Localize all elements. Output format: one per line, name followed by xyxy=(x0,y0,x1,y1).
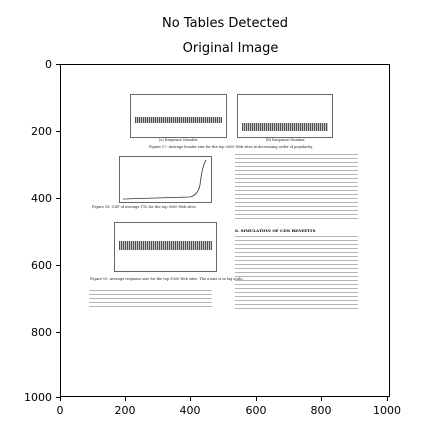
y-tick-label: 800 xyxy=(31,326,52,339)
figure-caption: Figure 19: Average response size for the… xyxy=(90,277,244,281)
x-tick-label: 200 xyxy=(114,404,136,417)
axis-caption: (a) Response Number xyxy=(159,138,198,142)
body-text-block xyxy=(89,290,212,310)
x-tick-mark xyxy=(60,397,61,401)
figure-caption: Figure 17: Average header size for the t… xyxy=(149,145,314,149)
y-tick-mark xyxy=(56,198,60,199)
y-tick-label: 1000 xyxy=(24,391,52,404)
figure-caption: Figure 18: CDF of average TTL for the to… xyxy=(92,205,197,209)
y-tick-mark xyxy=(56,64,60,65)
scatter-plot-thumbnail xyxy=(237,94,333,138)
y-tick-label: 400 xyxy=(31,192,52,205)
axis-caption: (b) Response Number xyxy=(266,138,305,142)
body-text-block xyxy=(235,236,358,310)
body-text-block xyxy=(235,154,358,222)
y-tick-label: 0 xyxy=(45,58,52,71)
x-tick-mark xyxy=(190,397,191,401)
x-tick-label: 600 xyxy=(245,404,267,417)
x-tick-label: 400 xyxy=(179,404,201,417)
x-tick-mark xyxy=(125,397,126,401)
x-tick-label: 1000 xyxy=(373,404,401,417)
y-tick-mark xyxy=(56,131,60,132)
figure-suptitle: No Tables Detected xyxy=(162,16,288,31)
image-axes: (a) Response Number (b) Response Number … xyxy=(60,64,390,397)
scatter-plot-thumbnail xyxy=(114,222,217,272)
x-tick-label: 0 xyxy=(56,404,64,417)
x-tick-mark xyxy=(387,397,388,401)
y-tick-label: 200 xyxy=(31,125,52,138)
y-tick-mark xyxy=(56,332,60,333)
y-tick-mark xyxy=(56,397,60,398)
y-tick-label: 600 xyxy=(31,259,52,272)
section-heading: 6. SIMULATION OF CDN BENEFITS xyxy=(235,228,316,233)
y-tick-mark xyxy=(56,265,60,266)
scatter-band xyxy=(134,117,223,123)
x-tick-mark xyxy=(256,397,257,401)
cdf-plot-thumbnail xyxy=(119,156,212,203)
document-page-image: (a) Response Number (b) Response Number … xyxy=(61,65,389,396)
scatter-band xyxy=(241,123,329,131)
x-tick-mark xyxy=(321,397,322,401)
cdf-curve xyxy=(122,159,207,200)
scatter-plot-thumbnail xyxy=(130,94,227,138)
axes-title: Original Image xyxy=(182,41,279,56)
scatter-band xyxy=(119,241,212,250)
x-tick-label: 800 xyxy=(310,404,332,417)
